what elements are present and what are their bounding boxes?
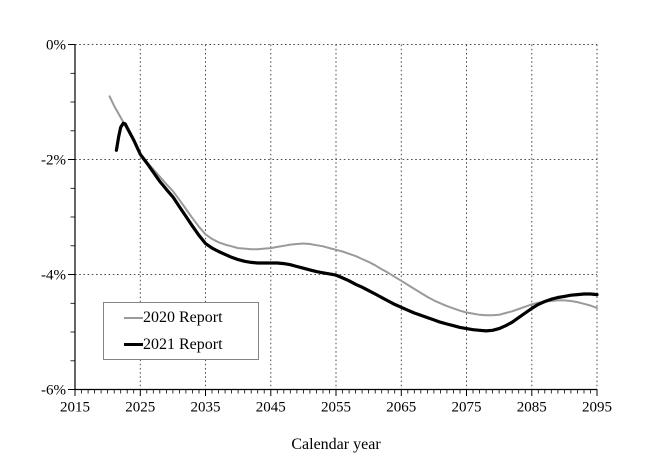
y-tick-label: 0% xyxy=(46,38,66,54)
x-tick-label: 2065 xyxy=(386,400,416,416)
x-axis-title: Calendar year xyxy=(291,436,381,453)
x-tick-label: 2035 xyxy=(191,400,221,416)
legend-item-2021-report: 2021 Report xyxy=(124,334,258,355)
y-tick-label: -6% xyxy=(41,383,66,399)
chart-legend: 2020 Report 2021 Report xyxy=(103,302,259,360)
x-tick-label: 2075 xyxy=(452,400,482,416)
legend-item-2020-report: 2020 Report xyxy=(124,307,258,328)
x-tick-label: 2055 xyxy=(321,400,351,416)
x-tick-label: 2085 xyxy=(517,400,547,416)
x-tick-label: 2015 xyxy=(60,400,90,416)
legend-line-sample-2021-report xyxy=(124,342,143,347)
legend-line-sample-2020-report xyxy=(124,316,143,319)
legend-label-2020-report: 2020 Report xyxy=(143,308,223,326)
x-tick-label: 2095 xyxy=(582,400,612,416)
x-tick-label: 2045 xyxy=(256,400,286,416)
series-line-2020-report xyxy=(108,95,598,317)
y-tick-label: -2% xyxy=(41,153,66,169)
legend-label-2021-report: 2021 Report xyxy=(143,335,223,353)
series-line-2021-report xyxy=(114,121,599,333)
y-tick-label: -4% xyxy=(41,268,66,284)
x-tick-label: 2025 xyxy=(125,400,155,416)
